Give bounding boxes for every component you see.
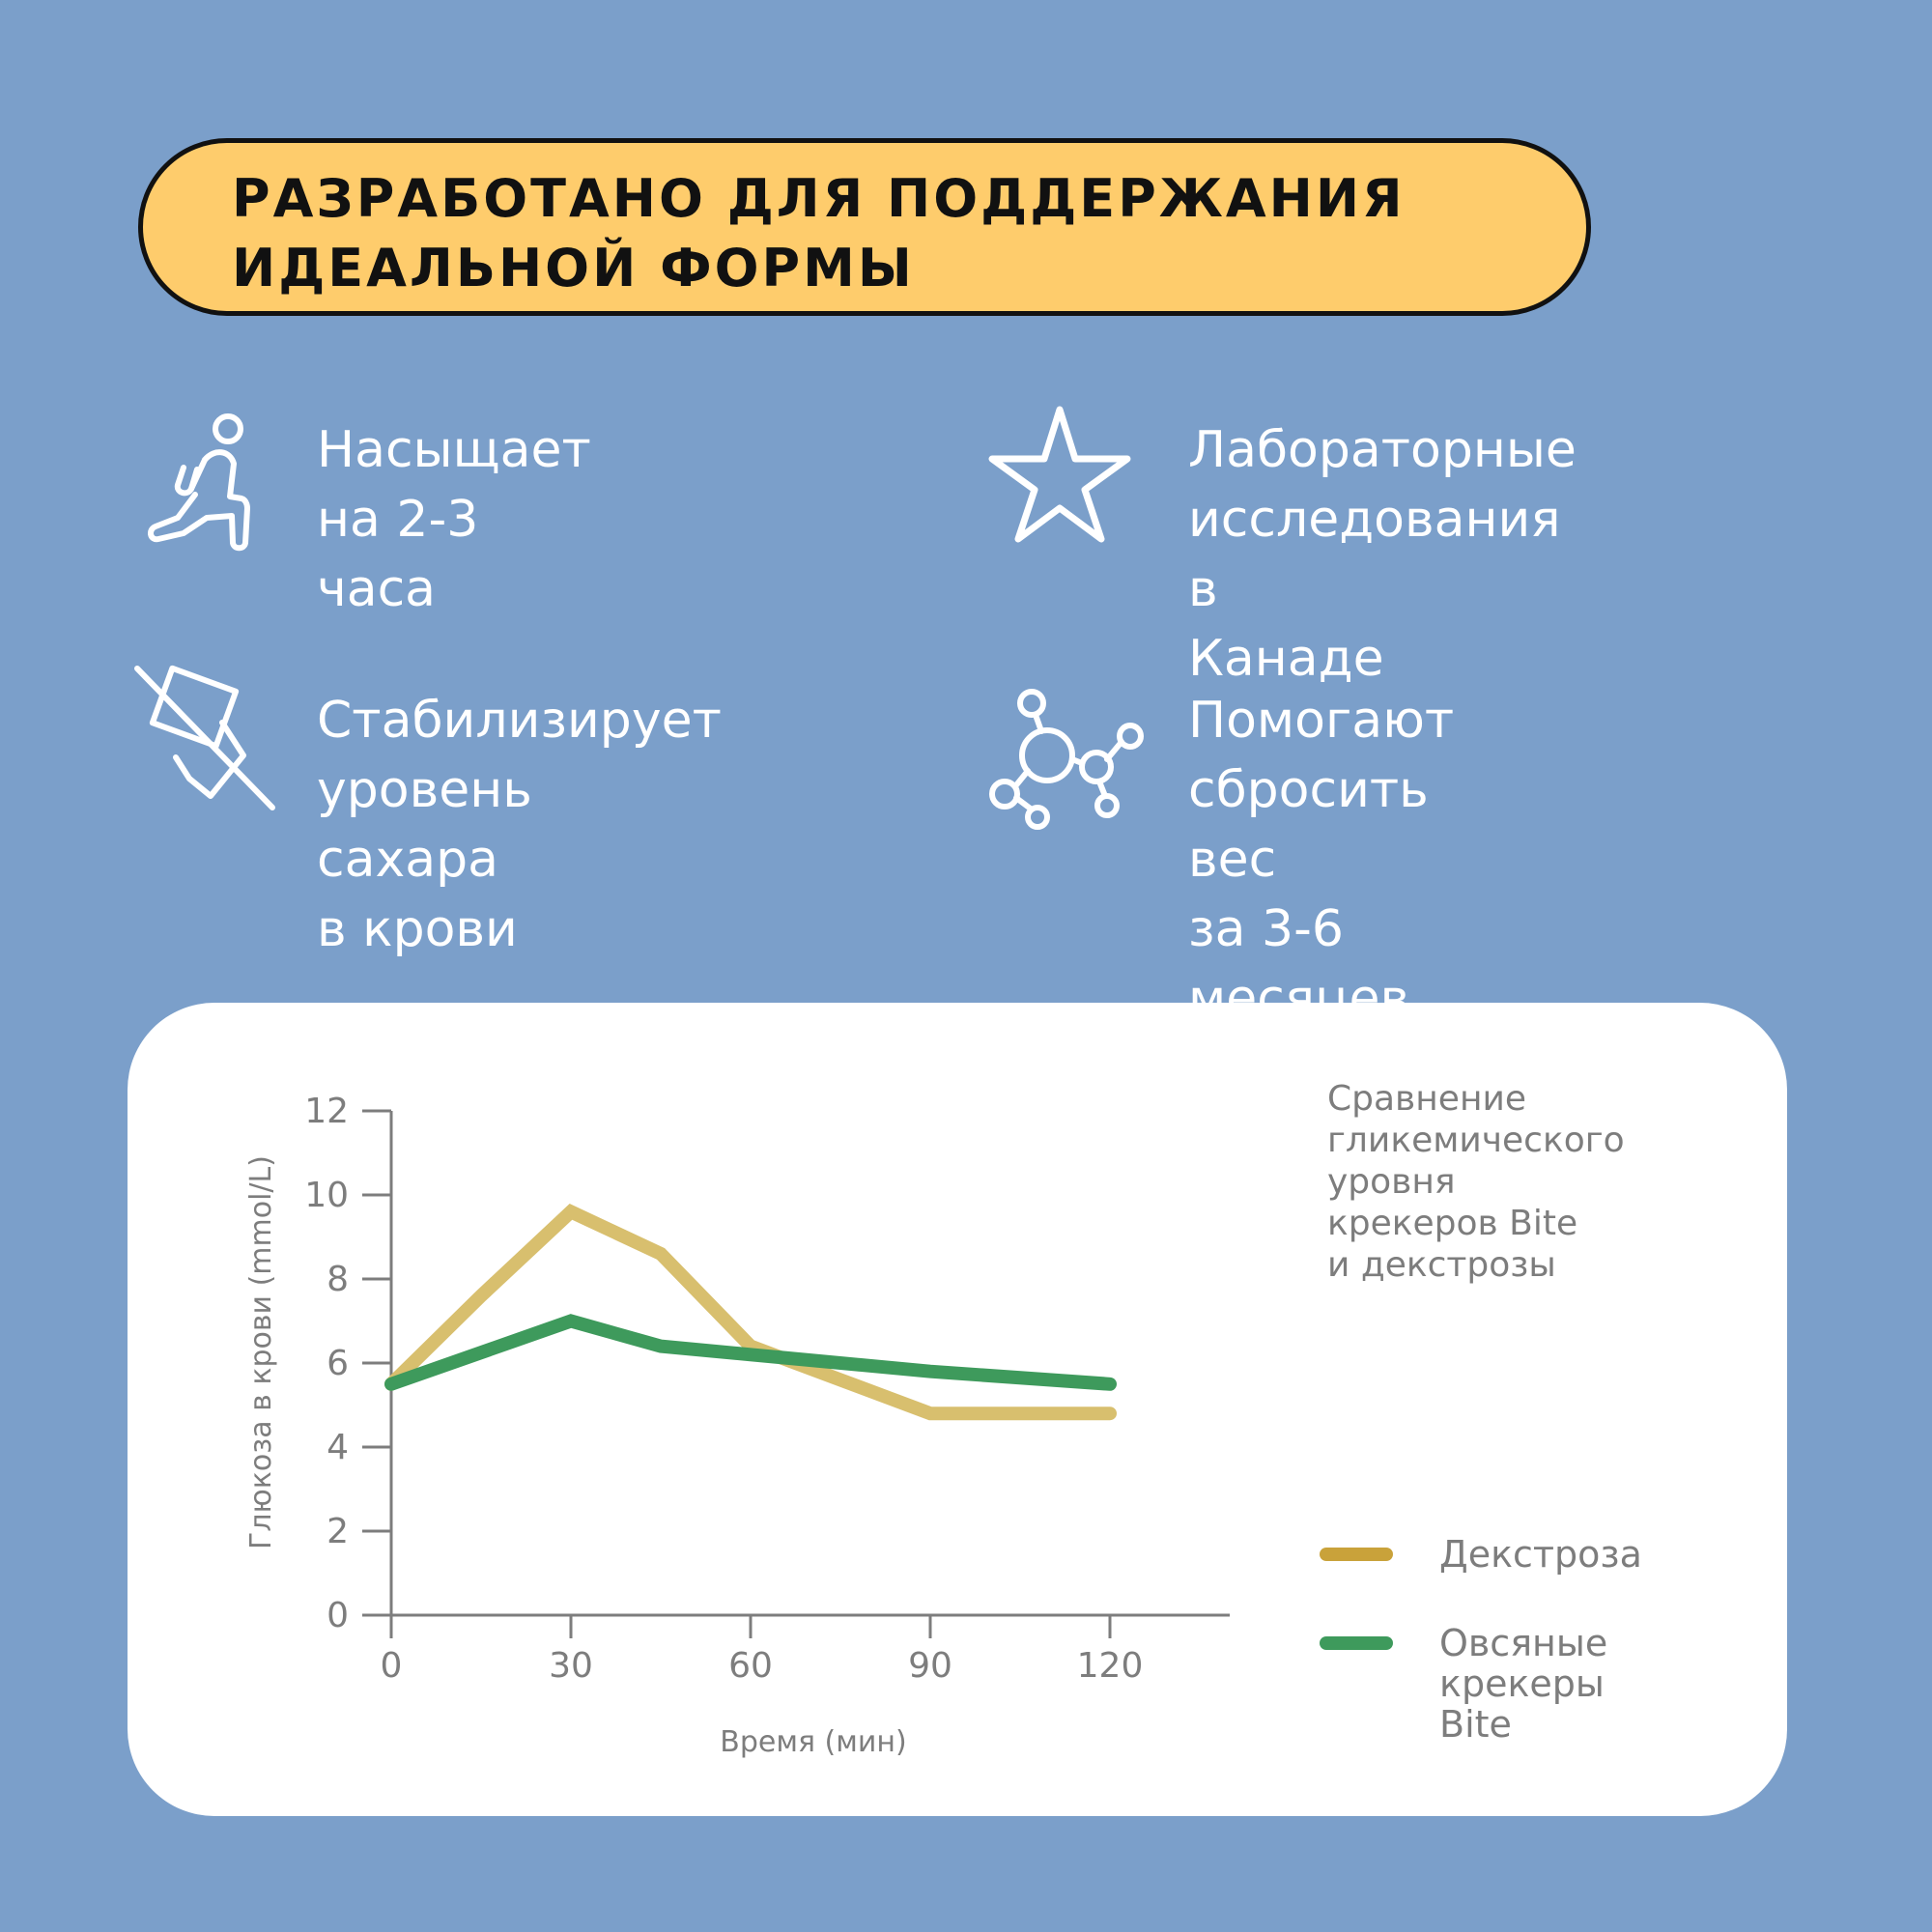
legend-swatch — [1320, 1548, 1393, 1561]
no-sugar-icon — [134, 665, 275, 810]
legend-label: Овсяные крекеры Bite — [1439, 1622, 1608, 1746]
x-tick-label: 30 — [549, 1646, 593, 1686]
y-tick-label: 8 — [327, 1260, 349, 1299]
chart-title: Сравнение гликемического уровня крекеров… — [1327, 1079, 1625, 1285]
y-axis-label: Глюкоза в крови (mmol/L) — [244, 1155, 278, 1549]
x-tick-label: 120 — [1077, 1646, 1144, 1686]
y-tick-label: 0 — [327, 1596, 349, 1635]
legend-label: Декстроза — [1439, 1533, 1642, 1576]
stretching-person-icon — [148, 413, 250, 552]
feature-text: Лабораторные исследования в Канаде — [1188, 421, 1577, 688]
series-line-1 — [384, 1314, 1117, 1391]
x-axis-label: Время (мин) — [720, 1725, 906, 1759]
feature-text: Помогают сбросить вес за 3-6 месяцев — [1188, 692, 1455, 1028]
series-line-0 — [384, 1204, 1117, 1421]
headline-text: РАЗРАБОТАНО ДЛЯ ПОДДЕРЖАНИЯ ИДЕАЛЬНОЙ ФО… — [232, 168, 1406, 298]
x-tick-label: 0 — [381, 1646, 403, 1686]
y-tick-label: 6 — [327, 1344, 349, 1383]
feature-text: Насыщает на 2-3 часа — [317, 421, 591, 618]
molecule-icon — [989, 689, 1144, 830]
y-tick-label: 10 — [304, 1176, 349, 1215]
star-icon — [988, 406, 1131, 543]
legend-swatch — [1320, 1636, 1393, 1650]
x-tick-label: 60 — [728, 1646, 773, 1686]
y-tick-label: 12 — [304, 1092, 349, 1131]
x-tick-label: 90 — [908, 1646, 952, 1686]
y-tick-label: 2 — [327, 1512, 349, 1551]
y-tick-label: 4 — [327, 1428, 349, 1467]
headline-banner: РАЗРАБОТАНО ДЛЯ ПОДДЕРЖАНИЯ ИДЕАЛЬНОЙ ФО… — [138, 138, 1591, 316]
feature-text: Стабилизирует уровень сахара в крови — [317, 692, 722, 958]
